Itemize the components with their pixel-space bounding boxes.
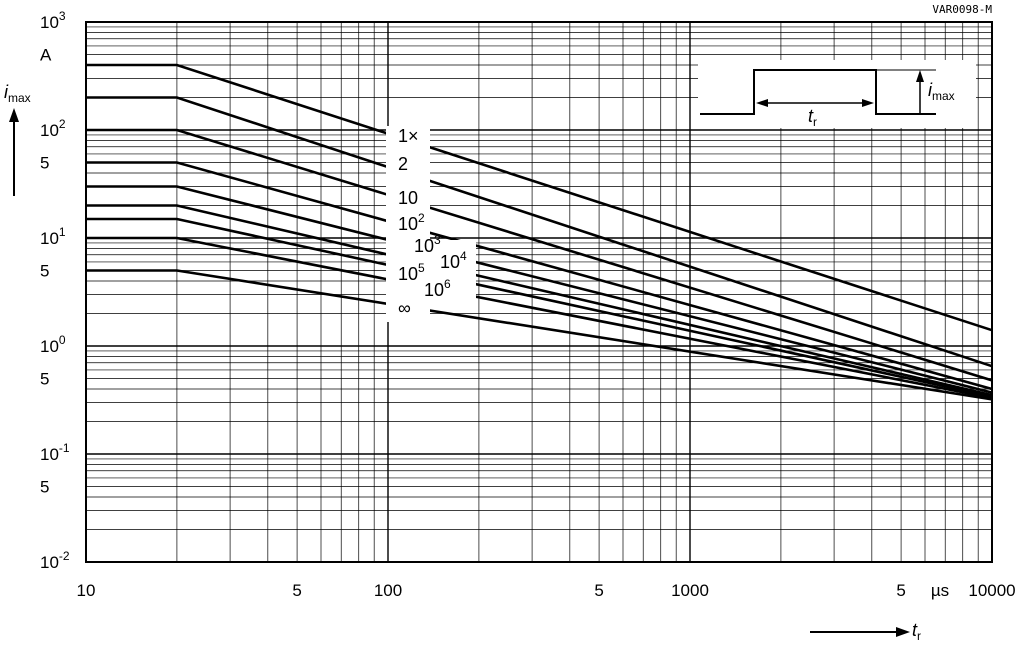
y-tick-label: 5 bbox=[40, 262, 49, 281]
series-line bbox=[86, 185, 993, 394]
y-tick-label: 5 bbox=[40, 154, 49, 173]
x-tick-label: 5 bbox=[292, 581, 301, 600]
y-tick-label: 10-2 bbox=[40, 549, 70, 572]
x-tick-label: 5 bbox=[896, 581, 905, 600]
svg-text:tr: tr bbox=[808, 106, 817, 129]
plot-frame bbox=[85, 21, 993, 563]
series-line bbox=[86, 161, 993, 391]
right-arrow-icon bbox=[896, 627, 910, 637]
tick-labels: 10 5 100 5 1000 5 10000µs103A10251015100510-15… bbox=[40, 9, 1016, 600]
x-tick-label: 1000 bbox=[671, 581, 709, 600]
curve-label: 104 bbox=[440, 249, 467, 272]
svg-text:tr: tr bbox=[912, 620, 921, 643]
y-tick-label: 5 bbox=[40, 478, 49, 497]
x-tick-label: 10 bbox=[77, 581, 96, 600]
y-tick-label: 100 bbox=[40, 333, 66, 356]
x-unit-label: µs bbox=[931, 581, 949, 600]
svg-text:imax: imax bbox=[928, 80, 955, 103]
series-line bbox=[86, 96, 993, 368]
svg-text:imax: imax bbox=[4, 82, 31, 105]
curve-label: 10 bbox=[398, 188, 418, 208]
y-axis-label: imax bbox=[4, 82, 31, 196]
curve-label: ∞ bbox=[398, 298, 411, 318]
series-line bbox=[86, 128, 993, 382]
left-arrow-icon bbox=[756, 99, 768, 107]
label-backdrop bbox=[386, 126, 430, 322]
up-arrow-icon bbox=[9, 108, 19, 122]
curve-label: 102 bbox=[398, 211, 425, 234]
pulse-inset: tr imax bbox=[698, 60, 976, 129]
series-line bbox=[86, 217, 993, 398]
y-tick-label: 102 bbox=[40, 117, 66, 140]
curves bbox=[86, 63, 993, 401]
series-line bbox=[86, 204, 993, 397]
series-line bbox=[86, 269, 993, 401]
series-line bbox=[86, 236, 993, 400]
right-arrow-icon bbox=[862, 99, 874, 107]
curve-label: 106 bbox=[424, 277, 451, 300]
y-tick-label: A bbox=[40, 46, 52, 65]
curve-label: 1× bbox=[398, 126, 419, 146]
label-backdrop bbox=[430, 240, 476, 302]
x-axis-label: tr bbox=[810, 620, 921, 643]
y-tick-label: 5 bbox=[40, 370, 49, 389]
curve-label: 2 bbox=[398, 154, 408, 174]
curve-label: 103 bbox=[414, 233, 441, 256]
y-tick-label: 10-1 bbox=[40, 441, 70, 464]
x-tick-label: 10000 bbox=[968, 581, 1015, 600]
up-arrow-icon bbox=[916, 70, 924, 82]
x-tick-label: 100 bbox=[374, 581, 402, 600]
curve-label: 105 bbox=[398, 261, 425, 284]
figure-code: VAR0098-M bbox=[932, 3, 992, 16]
y-tick-label: 103 bbox=[40, 9, 66, 32]
x-tick-label: 5 bbox=[594, 581, 603, 600]
y-tick-label: 101 bbox=[40, 225, 66, 248]
series-line bbox=[86, 63, 993, 332]
